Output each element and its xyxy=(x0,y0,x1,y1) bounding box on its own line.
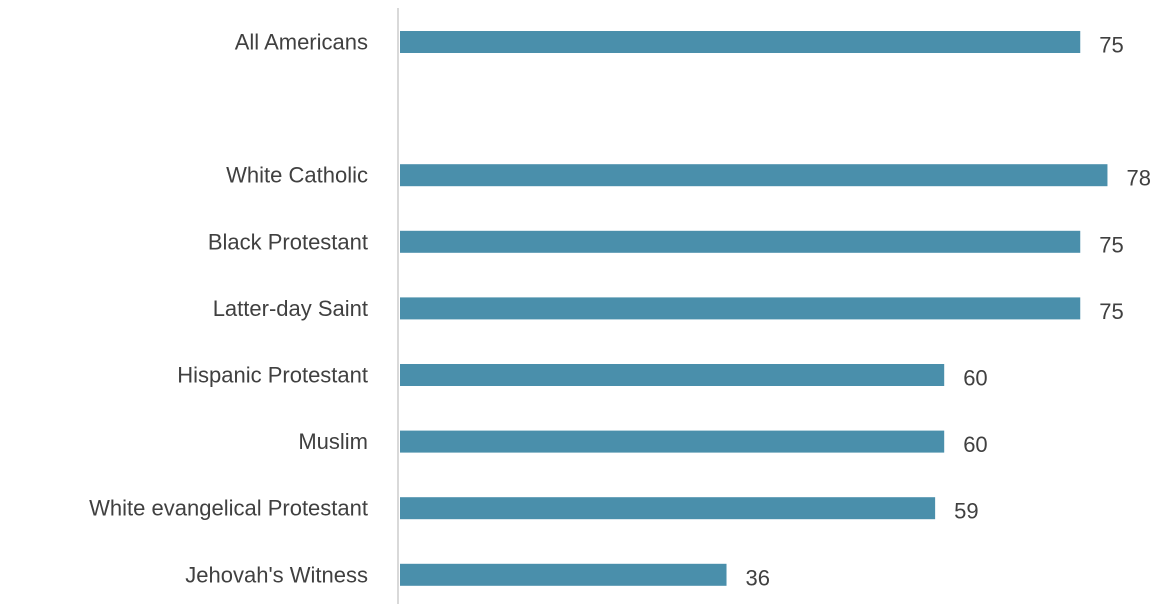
value-label: 75 xyxy=(1099,299,1123,324)
category-label: Black Protestant xyxy=(208,229,368,254)
bar xyxy=(400,164,1108,187)
bar xyxy=(400,563,727,586)
value-label: 75 xyxy=(1099,232,1123,257)
value-labels-group: 75 78 75 75 60 60 59 36 xyxy=(746,33,1151,591)
bar xyxy=(400,497,936,520)
category-label: All Americans xyxy=(235,30,368,55)
bar xyxy=(400,364,945,386)
value-label: 75 xyxy=(1099,33,1123,58)
bar xyxy=(400,230,1081,253)
bar xyxy=(400,430,945,453)
category-label: White Catholic xyxy=(226,163,368,188)
value-label: 36 xyxy=(746,565,770,590)
bars-group xyxy=(400,31,1108,586)
value-label: 59 xyxy=(954,499,978,524)
value-label: 60 xyxy=(963,366,987,391)
value-label: 78 xyxy=(1126,166,1150,191)
value-label: 60 xyxy=(963,432,987,457)
bar xyxy=(400,297,1081,320)
bar xyxy=(400,31,1081,53)
category-label: Muslim xyxy=(298,429,368,454)
category-labels-group: All Americans White Catholic Black Protest… xyxy=(89,30,368,588)
category-label: Latter-day Saint xyxy=(213,296,368,321)
category-label: Hispanic Protestant xyxy=(177,363,368,388)
category-label: White evangelical Protestant xyxy=(89,496,368,521)
category-label: Jehovah's Witness xyxy=(185,562,368,587)
